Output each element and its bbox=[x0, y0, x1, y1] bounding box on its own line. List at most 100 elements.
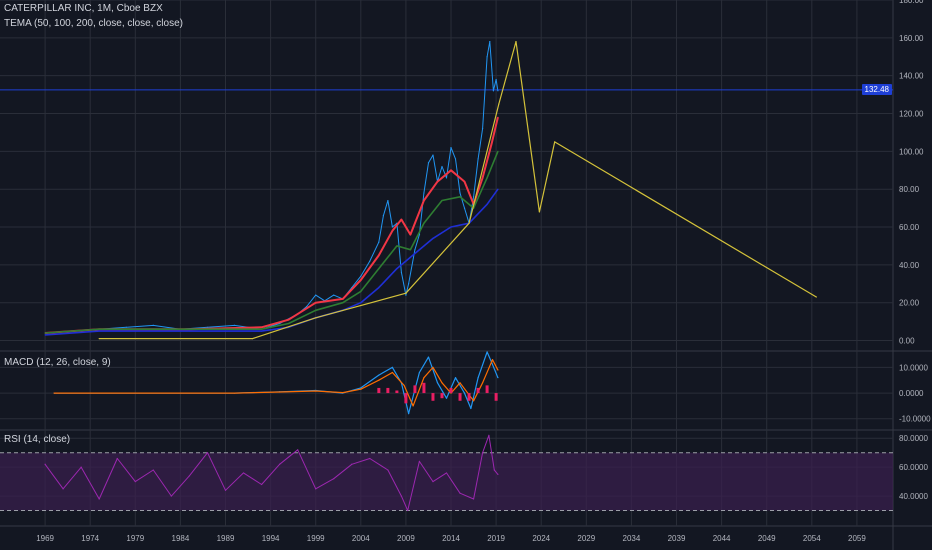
tema_slow-point bbox=[260, 330, 263, 332]
tema_mid-point bbox=[315, 309, 317, 311]
signal-point bbox=[342, 391, 344, 394]
tema_slow-point bbox=[44, 334, 46, 336]
rsi-point bbox=[387, 469, 389, 471]
rsi-point bbox=[333, 478, 335, 480]
price-point bbox=[492, 90, 495, 92]
rsi-point bbox=[445, 472, 448, 474]
x-tick-label: 2014 bbox=[442, 534, 460, 543]
macd-point bbox=[408, 413, 410, 415]
signal-point bbox=[481, 382, 484, 384]
signal-point bbox=[432, 366, 434, 368]
macd-hist-bar bbox=[449, 387, 453, 394]
y-tick-label: 100.00 bbox=[899, 147, 924, 156]
tema_fast-point bbox=[423, 199, 425, 202]
tema_slow-line bbox=[45, 188, 499, 336]
tema_mid-point bbox=[423, 222, 425, 224]
price-point bbox=[489, 41, 491, 43]
y-tick-label: 80.00 bbox=[899, 185, 920, 194]
rsi-point bbox=[432, 481, 434, 483]
price-point bbox=[495, 78, 497, 81]
tema_slow-point bbox=[486, 203, 488, 205]
macd-hist-bar bbox=[458, 393, 462, 401]
signal-point bbox=[472, 400, 475, 402]
tema_mid-point bbox=[497, 150, 499, 152]
tema-label: TEMA (50, 100, 200, close, close, close) bbox=[4, 18, 183, 29]
x-tick-label: 1989 bbox=[217, 534, 235, 543]
price-point bbox=[233, 324, 236, 327]
rsi-point bbox=[98, 498, 100, 500]
tema_mid-point bbox=[396, 245, 398, 247]
rsi-point bbox=[279, 463, 281, 465]
price-point bbox=[306, 305, 308, 308]
price-point bbox=[333, 294, 335, 296]
tema_mid-point bbox=[459, 196, 461, 198]
rsi-point bbox=[418, 460, 421, 462]
price-point bbox=[405, 294, 407, 296]
x-tick-label: 2034 bbox=[623, 534, 641, 543]
x-tick-label: 2049 bbox=[758, 534, 776, 543]
x-tick-label: 2039 bbox=[668, 534, 686, 543]
x-tick-label: 1969 bbox=[36, 534, 54, 543]
macd-hist-bar bbox=[377, 387, 381, 394]
tema_mid-point bbox=[342, 302, 344, 304]
trend-point bbox=[515, 41, 517, 43]
price-point bbox=[423, 192, 425, 194]
x-tick-label: 2004 bbox=[352, 534, 370, 543]
axes: 1969 1974 1979 1984 1989 1994 1999 2004 2009 2014… bbox=[36, 0, 931, 543]
price-point bbox=[125, 326, 127, 328]
price-point bbox=[486, 56, 488, 58]
macd-hist-bar bbox=[494, 393, 498, 401]
macd-point bbox=[497, 377, 499, 379]
x-tick-label: 2029 bbox=[577, 534, 595, 543]
tema_fast-point bbox=[481, 177, 484, 179]
macd-hist-bar bbox=[404, 393, 408, 404]
x-tick-label: 1994 bbox=[262, 534, 280, 543]
trend-point bbox=[815, 296, 817, 298]
tema_fast-point bbox=[315, 302, 317, 304]
tema_slow-point bbox=[360, 302, 362, 304]
price-point bbox=[481, 128, 484, 130]
tema_slow-point bbox=[414, 252, 416, 255]
x-tick-label: 2019 bbox=[487, 534, 505, 543]
rsi-tick-label: 60.0000 bbox=[899, 463, 928, 472]
tema_fast-point bbox=[260, 326, 263, 328]
x-tick-label: 1974 bbox=[81, 534, 99, 543]
price-point bbox=[152, 324, 154, 327]
x-tick-label: 2054 bbox=[803, 534, 821, 543]
rsi-point bbox=[369, 457, 371, 460]
trend-line bbox=[99, 40, 817, 340]
signal-point bbox=[233, 392, 236, 394]
x-tick-label: 1979 bbox=[126, 534, 144, 543]
tema_fast-point bbox=[378, 254, 380, 257]
macd-hist-bar bbox=[485, 385, 489, 394]
tema_mid-point bbox=[378, 268, 380, 270]
trend-point bbox=[405, 292, 407, 294]
tema_fast-point bbox=[491, 143, 493, 145]
signal-point bbox=[378, 379, 380, 381]
price-point bbox=[445, 177, 448, 179]
rsi-point bbox=[459, 492, 461, 494]
rsi-point bbox=[80, 466, 82, 468]
tema_slow-point bbox=[98, 330, 100, 332]
price-point bbox=[427, 162, 430, 164]
rsi-label: RSI (14, close) bbox=[4, 434, 71, 445]
tema_fast-point bbox=[391, 230, 393, 232]
macd-hist-bar bbox=[386, 387, 390, 394]
tema_fast-point bbox=[360, 279, 362, 281]
price-point bbox=[441, 165, 443, 168]
x-tick-label: 2059 bbox=[848, 534, 866, 543]
macd-hist-bar bbox=[395, 390, 399, 394]
series-layer bbox=[0, 40, 893, 512]
tema_fast-line bbox=[45, 117, 499, 334]
macd-point bbox=[445, 397, 448, 399]
symbol-label: CATERPILLAR INC, 1M, Cboe BZX bbox=[4, 3, 163, 14]
rsi-point bbox=[315, 488, 317, 490]
rsi-point bbox=[472, 498, 475, 500]
tema_slow-point bbox=[396, 268, 398, 270]
rsi-point bbox=[351, 463, 353, 465]
x-tick-label: 1999 bbox=[307, 534, 325, 543]
tema_mid-point bbox=[98, 328, 100, 330]
signal-point bbox=[279, 391, 281, 393]
rsi-point bbox=[260, 483, 263, 486]
